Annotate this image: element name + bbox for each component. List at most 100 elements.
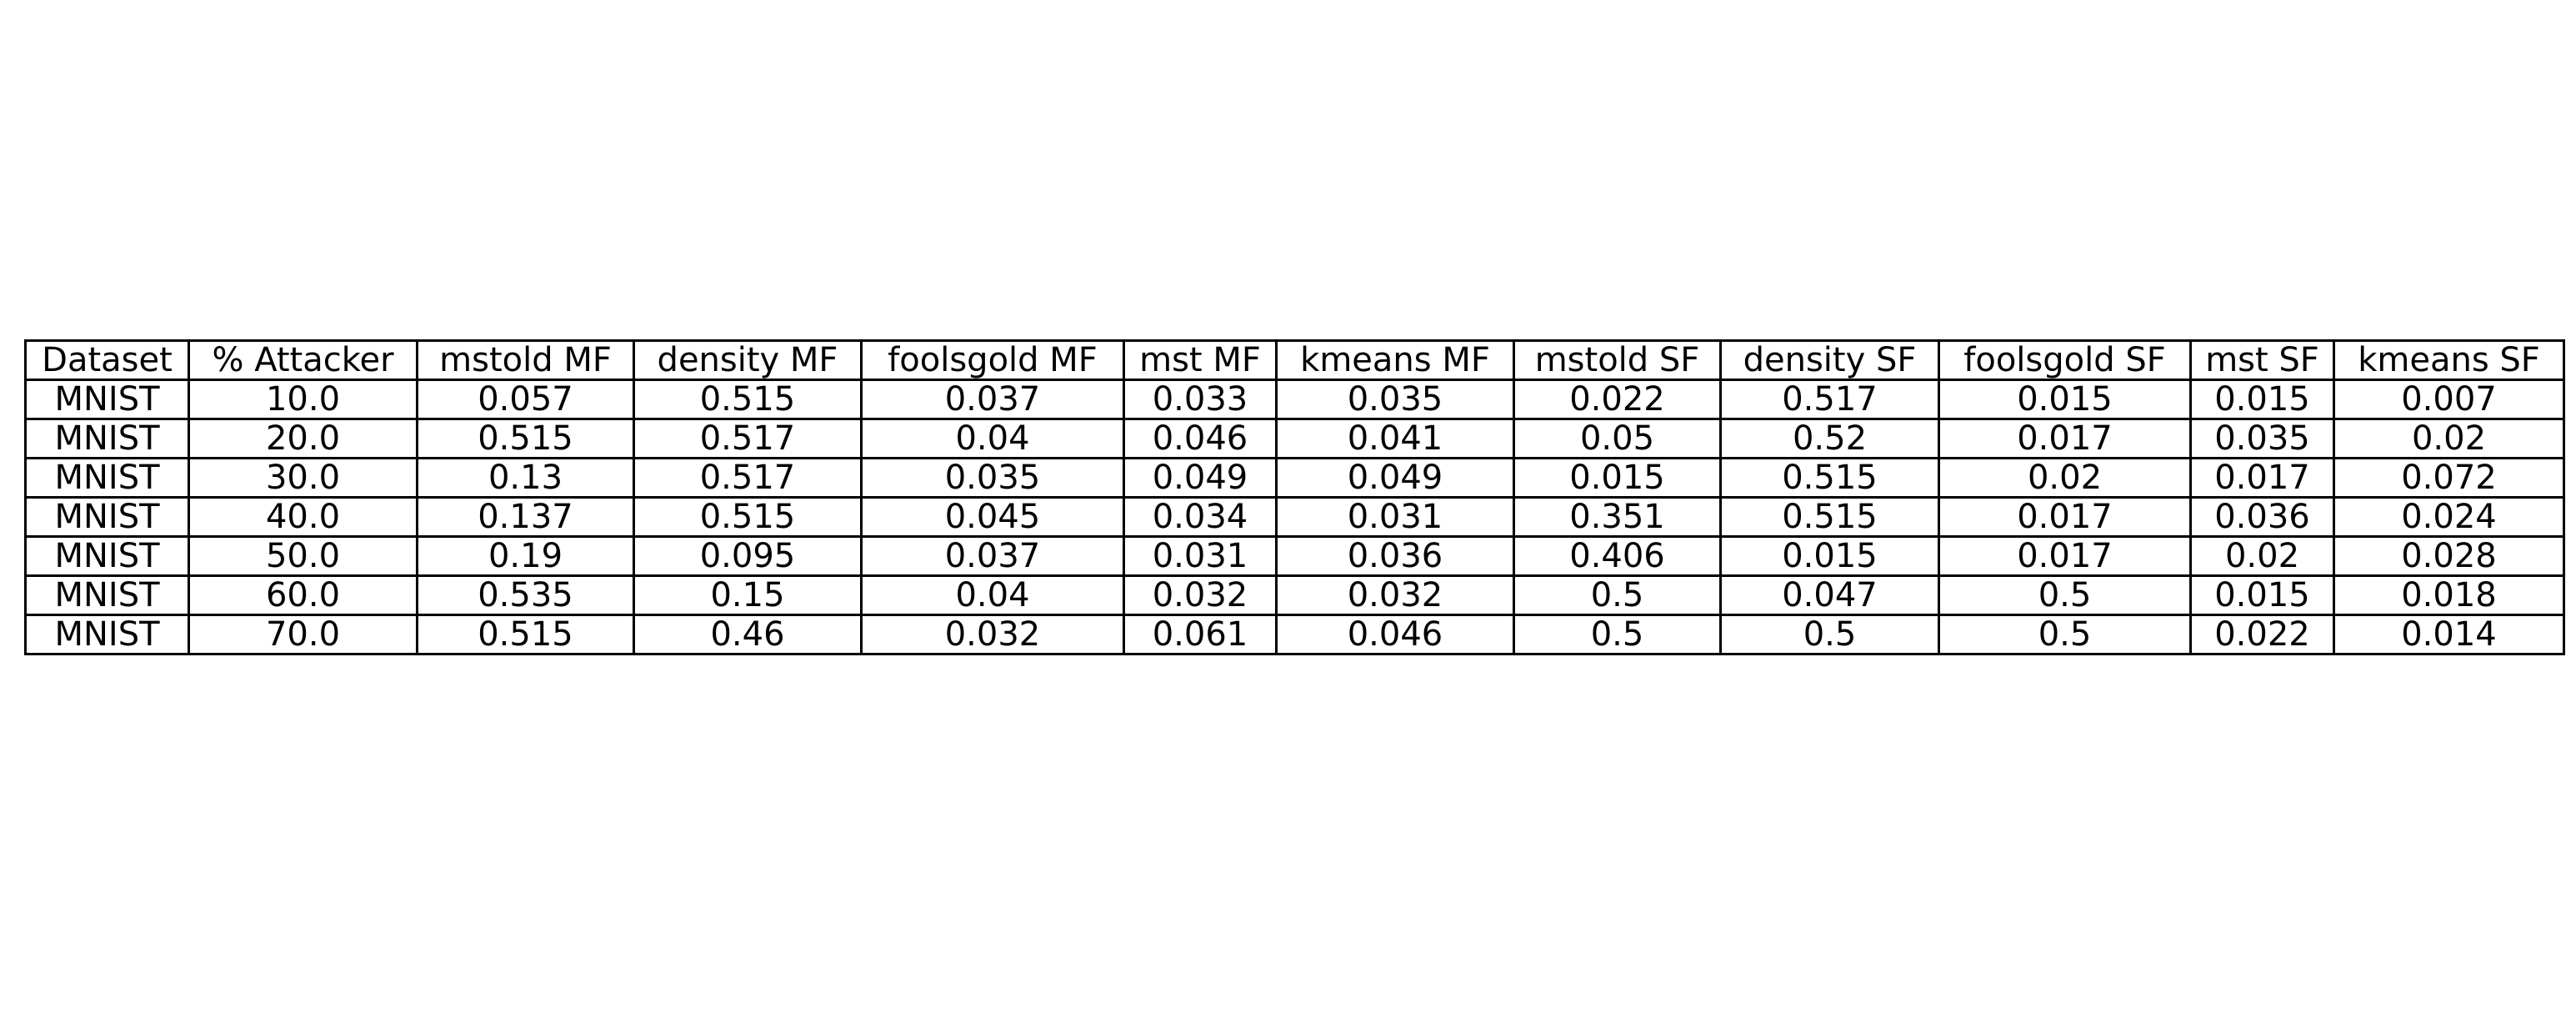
- header-cell: kmeans SF: [2333, 339, 2565, 381]
- header-cell: Dataset: [24, 339, 190, 381]
- table-cell: 0.046: [1275, 614, 1515, 655]
- table-cell: 0.517: [633, 457, 863, 499]
- table-cell: 0.022: [2189, 614, 2335, 655]
- table-cell: 0.5: [1938, 614, 2192, 655]
- table-cell: 0.032: [1123, 574, 1278, 616]
- header-cell: mst MF: [1123, 339, 1278, 381]
- table-cell: 40.0: [188, 496, 418, 538]
- table-cell: 0.515: [1719, 457, 1940, 499]
- table-cell: 0.061: [1123, 614, 1278, 655]
- table-cell: 0.007: [2333, 379, 2565, 420]
- table-row: MNIST 20.0 0.515 0.517 0.04 0.046 0.041 0.05 0.5…: [24, 418, 2565, 459]
- table-cell: 0.037: [860, 379, 1125, 420]
- table-cell: 0.15: [633, 574, 863, 616]
- table-cell: 0.5: [1719, 614, 1940, 655]
- table-cell: MNIST: [24, 457, 190, 499]
- table-row: MNIST 60.0 0.535 0.15 0.04 0.032 0.032 0.5 0.047…: [24, 574, 2565, 616]
- table-cell: 0.46: [633, 614, 863, 655]
- table-cell: 10.0: [188, 379, 418, 420]
- table-cell: 0.05: [1513, 418, 1722, 459]
- table-cell: MNIST: [24, 379, 190, 420]
- header-cell: % Attacker: [188, 339, 418, 381]
- table-cell: 0.02: [2189, 535, 2335, 577]
- table-row: MNIST 10.0 0.057 0.515 0.037 0.033 0.035 0.022 0…: [24, 379, 2565, 420]
- table-cell: MNIST: [24, 574, 190, 616]
- table-cell: 0.015: [2189, 574, 2335, 616]
- table-cell: 0.351: [1513, 496, 1722, 538]
- header-cell: mst SF: [2189, 339, 2335, 381]
- table-cell: 0.035: [1275, 379, 1515, 420]
- table-cell: 0.024: [2333, 496, 2565, 538]
- table-cell: 0.515: [1719, 496, 1940, 538]
- table-cell: 0.036: [2189, 496, 2335, 538]
- header-cell: density MF: [633, 339, 863, 381]
- table-cell: 0.018: [2333, 574, 2565, 616]
- table-cell: 0.028: [2333, 535, 2565, 577]
- table-cell: MNIST: [24, 496, 190, 538]
- results-table: Dataset % Attacker mstold MF density MF …: [24, 339, 2565, 655]
- table-cell: 0.095: [633, 535, 863, 577]
- table-row: MNIST 70.0 0.515 0.46 0.032 0.061 0.046 0.5 0.5 0…: [24, 614, 2565, 655]
- table-cell: 0.037: [860, 535, 1125, 577]
- table-cell: 70.0: [188, 614, 418, 655]
- table-cell: 0.072: [2333, 457, 2565, 499]
- table-cell: 0.017: [2189, 457, 2335, 499]
- table-cell: MNIST: [24, 614, 190, 655]
- table-cell: 0.031: [1275, 496, 1515, 538]
- table-body: MNIST 10.0 0.057 0.515 0.037 0.033 0.035 0.022 0…: [24, 379, 2565, 655]
- table-cell: 60.0: [188, 574, 418, 616]
- table-cell: 0.017: [1938, 418, 2192, 459]
- table-cell: 0.032: [860, 614, 1125, 655]
- table-cell: 0.045: [860, 496, 1125, 538]
- header-cell: kmeans MF: [1275, 339, 1515, 381]
- table-cell: 0.017: [1938, 496, 2192, 538]
- table-cell: MNIST: [24, 535, 190, 577]
- table-cell: 0.02: [2333, 418, 2565, 459]
- table-cell: 30.0: [188, 457, 418, 499]
- table-cell: 0.13: [416, 457, 635, 499]
- table-cell: 0.19: [416, 535, 635, 577]
- table-cell: 0.049: [1123, 457, 1278, 499]
- table-cell: 0.046: [1123, 418, 1278, 459]
- table-cell: MNIST: [24, 418, 190, 459]
- table-cell: 0.137: [416, 496, 635, 538]
- table-cell: 0.022: [1513, 379, 1722, 420]
- header-cell: mstold SF: [1513, 339, 1722, 381]
- table-cell: 0.015: [1938, 379, 2192, 420]
- table-cell: 0.04: [860, 418, 1125, 459]
- table-cell: 0.015: [2189, 379, 2335, 420]
- table-cell: 0.014: [2333, 614, 2565, 655]
- table-cell: 0.5: [1938, 574, 2192, 616]
- header-cell: foolsgold MF: [860, 339, 1125, 381]
- table-cell: 0.517: [1719, 379, 1940, 420]
- table-row: MNIST 40.0 0.137 0.515 0.045 0.034 0.031 0.351 0…: [24, 496, 2565, 538]
- table-cell: 0.52: [1719, 418, 1940, 459]
- table-cell: 0.035: [860, 457, 1125, 499]
- table-cell: 0.034: [1123, 496, 1278, 538]
- table-cell: 0.535: [416, 574, 635, 616]
- table-cell: 50.0: [188, 535, 418, 577]
- header-cell: mstold MF: [416, 339, 635, 381]
- table-cell: 0.035: [2189, 418, 2335, 459]
- table-cell: 0.515: [633, 379, 863, 420]
- table-cell: 0.047: [1719, 574, 1940, 616]
- table-cell: 0.041: [1275, 418, 1515, 459]
- table-cell: 0.033: [1123, 379, 1278, 420]
- table-cell: 0.5: [1513, 574, 1722, 616]
- table-cell: 20.0: [188, 418, 418, 459]
- table-cell: 0.015: [1719, 535, 1940, 577]
- header-cell: density SF: [1719, 339, 1940, 381]
- table-cell: 0.036: [1275, 535, 1515, 577]
- table-cell: 0.031: [1123, 535, 1278, 577]
- table-cell: 0.057: [416, 379, 635, 420]
- table-row: MNIST 50.0 0.19 0.095 0.037 0.031 0.036 0.406 0.…: [24, 535, 2565, 577]
- table-cell: 0.515: [633, 496, 863, 538]
- table-cell: 0.5: [1513, 614, 1722, 655]
- table-cell: 0.517: [633, 418, 863, 459]
- table-row: MNIST 30.0 0.13 0.517 0.035 0.049 0.049 0.015 0.…: [24, 457, 2565, 499]
- table-cell: 0.02: [1938, 457, 2192, 499]
- table-cell: 0.032: [1275, 574, 1515, 616]
- table-cell: 0.04: [860, 574, 1125, 616]
- table-cell: 0.406: [1513, 535, 1722, 577]
- table-cell: 0.515: [416, 418, 635, 459]
